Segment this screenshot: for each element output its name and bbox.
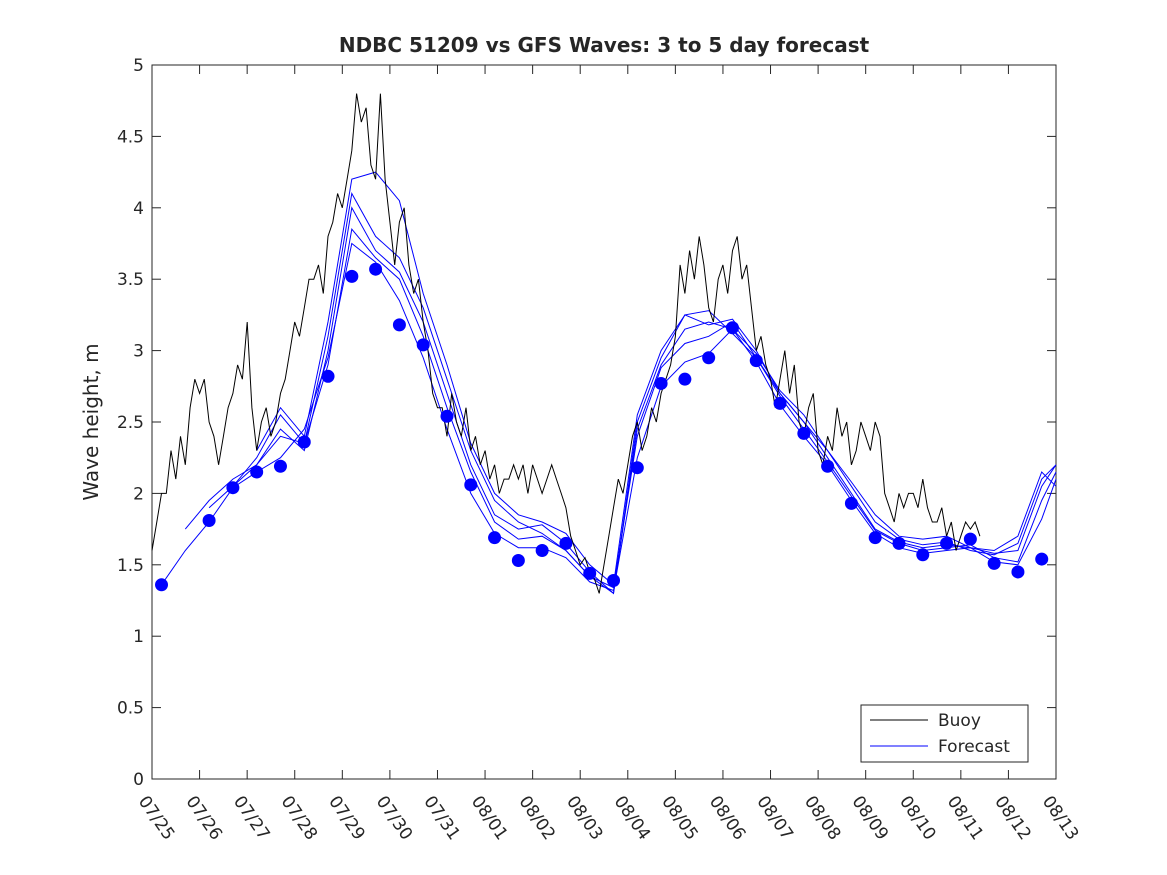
y-tick-label: 3.5 (117, 270, 144, 290)
forecast-marker (440, 409, 454, 423)
forecast-marker (583, 566, 597, 580)
y-tick-label: 0 (133, 770, 144, 790)
y-tick-label: 4.5 (117, 127, 144, 147)
y-tick-label: 1 (133, 627, 144, 647)
forecast-marker (250, 465, 264, 479)
forecast-marker (678, 372, 692, 386)
y-tick-label: 2 (133, 484, 144, 504)
forecast-marker (607, 574, 621, 588)
forecast-marker (559, 536, 573, 550)
legend-forecast-label: Forecast (938, 737, 1010, 757)
axes-box (151, 64, 1057, 780)
forecast-marker (297, 435, 311, 449)
forecast-marker (702, 351, 716, 365)
forecast-marker (321, 369, 335, 383)
forecast-marker (464, 478, 478, 492)
legend: Buoy Forecast (860, 704, 1029, 763)
forecast-marker (725, 321, 739, 335)
forecast-marker (844, 496, 858, 510)
forecast-marker (345, 269, 359, 283)
forecast-marker (488, 531, 502, 545)
chart-title: NDBC 51209 vs GFS Waves: 3 to 5 day fore… (339, 33, 870, 57)
forecast-marker (821, 459, 835, 473)
buoy-line (151, 93, 981, 594)
y-tick-label: 1.5 (117, 556, 144, 576)
forecast-line (256, 171, 1057, 586)
y-tick-label: 0.5 (117, 699, 144, 719)
forecast-marker (916, 548, 930, 562)
y-tick-label: 2.5 (117, 413, 144, 433)
forecast-marker (654, 376, 668, 390)
forecast-marker (797, 426, 811, 440)
forecast-marker (749, 354, 763, 368)
forecast-marker (892, 536, 906, 550)
forecast-marker (155, 578, 169, 592)
y-tick-label: 5 (133, 56, 144, 76)
forecast-marker (773, 396, 787, 410)
forecast-marker (511, 554, 525, 568)
forecast-marker (416, 338, 430, 352)
forecast-marker (630, 461, 644, 475)
forecast-marker (940, 536, 954, 550)
forecast-marker (963, 532, 977, 546)
y-tick-label: 4 (133, 199, 144, 219)
legend-box (860, 704, 1029, 763)
forecast-line (232, 192, 1057, 595)
forecast-marker (226, 481, 240, 495)
y-tick-label: 3 (133, 342, 144, 362)
forecast-marker (987, 556, 1001, 570)
forecast-marker (868, 531, 882, 545)
forecast-marker (273, 459, 287, 473)
forecast-marker (535, 544, 549, 558)
y-axis-label: Wave height, m (79, 343, 103, 500)
legend-buoy-label: Buoy (938, 711, 981, 731)
forecast-marker (202, 514, 216, 528)
forecast-marker (1011, 565, 1025, 579)
forecast-marker (392, 318, 406, 332)
forecast-marker (369, 262, 383, 276)
forecast-marker (1035, 552, 1049, 566)
y-axis-ticks: 0 0.5 1 1.5 2 2.5 3 3.5 4 4.5 5 (117, 56, 1056, 790)
series-layer (151, 93, 1057, 595)
